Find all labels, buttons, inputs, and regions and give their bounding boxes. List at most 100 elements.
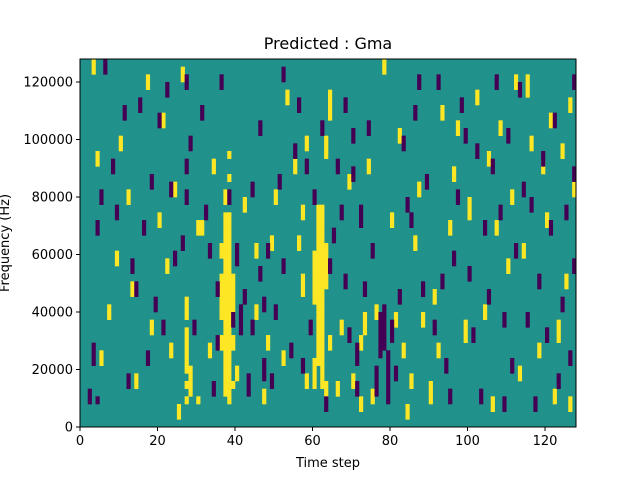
heatmap-cell-high: [223, 289, 228, 297]
heatmap-cell-low: [572, 166, 577, 175]
heatmap-cell-low: [382, 327, 387, 336]
heatmap-cell-high: [184, 396, 189, 405]
heatmap-cell-high: [211, 158, 216, 167]
heatmap-cell-high: [324, 243, 329, 251]
heatmap-cell-low: [351, 166, 356, 175]
heatmap-cell-high: [219, 273, 224, 282]
heatmap-cell-high: [297, 243, 302, 251]
heatmap-cell-high: [328, 89, 333, 98]
heatmap-cell-low: [111, 158, 116, 167]
heatmap-cell-high: [300, 273, 306, 282]
heatmap-cell-low: [378, 312, 383, 320]
heatmap-cell-high: [362, 327, 368, 336]
heatmap-cell-low: [215, 342, 220, 351]
heatmap-cell-low: [359, 220, 364, 228]
heatmap-cell-high: [227, 358, 232, 366]
heatmap-cell-high: [161, 112, 166, 121]
heatmap-cell-high: [254, 304, 259, 313]
heatmap-cell-high: [227, 388, 232, 397]
heatmap-cell-high: [432, 296, 437, 305]
heatmap-cell-low: [382, 319, 387, 328]
heatmap-cell-high: [184, 327, 189, 336]
heatmap-cell-low: [378, 335, 383, 343]
heatmap-cell-low: [246, 388, 251, 397]
heatmap-cell-high: [254, 250, 259, 259]
heatmap-cell-high: [514, 82, 519, 90]
heatmap-cell-high: [525, 82, 530, 90]
heatmap-cell-high: [134, 373, 139, 382]
heatmap-cell-high: [351, 373, 356, 382]
heatmap-cell-high: [304, 381, 309, 389]
heatmap-cell-low: [343, 281, 348, 290]
heatmap-cell-high: [223, 388, 228, 397]
x-tick-label: 100: [455, 434, 480, 449]
heatmap-cell-high: [227, 258, 232, 267]
y-tick-label: 40000: [32, 306, 73, 321]
heatmap-cell-high: [525, 89, 530, 98]
heatmap-cell-low: [138, 105, 143, 113]
heatmap-cell-low: [161, 327, 166, 336]
heatmap-cell-high: [196, 396, 201, 405]
heatmap-cell-low: [246, 381, 251, 389]
heatmap-cell-high: [219, 312, 224, 320]
heatmap-cell-high: [95, 151, 100, 159]
heatmap-cell-high: [184, 335, 189, 343]
heatmap-cell-low: [142, 227, 147, 236]
heatmap-cell-high: [568, 404, 573, 412]
heatmap-cell-low: [498, 204, 503, 213]
heatmap-cell-high: [223, 212, 228, 221]
heatmap-cell-high: [417, 189, 422, 198]
heatmap-cell-high: [242, 204, 247, 213]
heatmap-cell-high: [316, 220, 321, 228]
heatmap-cell-low: [126, 373, 131, 382]
heatmap-cell-high: [529, 135, 534, 144]
heatmap-cell-high: [324, 135, 329, 144]
heatmap-cell-low: [269, 381, 275, 389]
heatmap-cell-low: [572, 174, 577, 182]
heatmap-cell-high: [316, 266, 321, 274]
heatmap-cell-low: [370, 250, 375, 259]
heatmap-cell-low: [378, 342, 383, 351]
heatmap-cell-high: [227, 327, 232, 336]
heatmap-cell-high: [223, 227, 228, 236]
heatmap-cell-high: [390, 220, 395, 228]
heatmap-cell-low: [293, 151, 298, 159]
heatmap-cell-low: [184, 158, 189, 167]
heatmap-cell-low: [266, 250, 271, 259]
heatmap-cell-high: [390, 212, 395, 221]
heatmap-cell-low: [192, 327, 197, 336]
heatmap-cell-low: [99, 189, 104, 198]
heatmap-cell-low: [537, 281, 542, 290]
heatmap-cell-high: [223, 266, 228, 274]
heatmap-cell-high: [99, 350, 104, 359]
heatmap-cell-low: [351, 135, 356, 144]
heatmap-cell-low: [235, 250, 240, 259]
heatmap-cell-low: [525, 319, 530, 328]
heatmap-cell-high: [517, 365, 523, 374]
heatmap-cell-high: [231, 273, 236, 282]
heatmap-cell-low: [537, 273, 542, 282]
heatmap-cell-low: [386, 373, 391, 382]
heatmap-cell-high: [506, 258, 511, 267]
heatmap-cell-low: [122, 105, 127, 113]
heatmap-cell-high: [328, 105, 333, 113]
heatmap-cell-low: [409, 212, 414, 221]
heatmap-cell-low: [386, 396, 391, 405]
heatmap-cell-low: [215, 281, 220, 290]
heatmap-cell-low: [250, 327, 255, 336]
heatmap-cell-low: [157, 112, 162, 121]
heatmap-cell-low: [359, 212, 364, 221]
heatmap-cell-low: [568, 358, 573, 366]
heatmap-cell-high: [483, 312, 488, 320]
heatmap-cell-low: [95, 396, 100, 405]
heatmap-cell-high: [235, 373, 240, 382]
heatmap-cell-low: [200, 105, 205, 113]
heatmap-cell-high: [176, 411, 182, 420]
heatmap-cell-low: [324, 404, 329, 412]
heatmap-cell-low: [95, 227, 100, 236]
heatmap-cell-high: [409, 373, 414, 382]
heatmap-cell-low: [386, 350, 391, 359]
heatmap-cell-low: [258, 266, 263, 274]
heatmap-cell-high: [231, 304, 236, 313]
